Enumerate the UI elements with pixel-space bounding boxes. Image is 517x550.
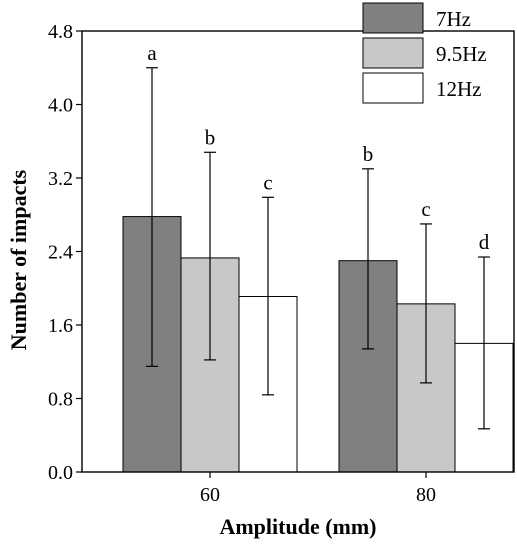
- axes-layer: 60 80 0.0 0.8 1.6 2.4 3.2 4.0 4.8: [48, 21, 515, 506]
- significance-label-9.5Hz-80: c: [421, 197, 430, 221]
- legend-swatch-7Hz: [362, 2, 424, 34]
- significance-label-12Hz-60: c: [263, 170, 272, 194]
- x-tick-label-60: 60: [200, 484, 220, 506]
- y-tick-label-4.8: 4.8: [48, 21, 73, 43]
- x-axis-title: Amplitude (mm): [219, 514, 376, 539]
- significance-label-7Hz-60: a: [147, 41, 157, 65]
- legend-swatch-12Hz: [362, 72, 424, 104]
- y-tick-label-3.2: 3.2: [48, 168, 73, 190]
- significance-label-12Hz-80: d: [479, 230, 490, 254]
- significance-label-9.5Hz-60: b: [205, 125, 216, 149]
- legend: 7Hz 9.5Hz 12Hz: [362, 2, 487, 104]
- y-tick-label-2.4: 2.4: [48, 242, 73, 264]
- significance-labels-layer: a b c b c d: [147, 41, 489, 254]
- legend-label-9.5Hz: 9.5Hz: [436, 42, 487, 66]
- significance-label-7Hz-80: b: [363, 142, 374, 166]
- error-bars-layer: [146, 67, 490, 430]
- bars-layer: [122, 216, 514, 473]
- y-tick-label-0.0: 0.0: [48, 462, 73, 484]
- legend-label-12Hz: 12Hz: [436, 77, 482, 101]
- y-tick-label-0.8: 0.8: [48, 389, 73, 411]
- x-tick-label-80: 80: [416, 484, 436, 506]
- y-tick-label-1.6: 1.6: [48, 315, 73, 337]
- legend-label-7Hz: 7Hz: [436, 7, 471, 31]
- legend-swatch-9.5Hz: [362, 37, 424, 69]
- y-axis-title: Number of impacts: [6, 169, 31, 350]
- y-tick-label-4.0: 4.0: [48, 95, 73, 117]
